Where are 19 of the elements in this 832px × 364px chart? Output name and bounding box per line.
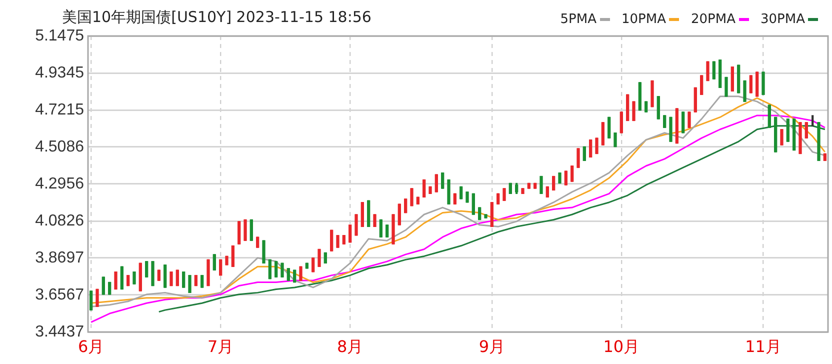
candlestick xyxy=(484,214,488,218)
legend-label: 5PMA xyxy=(560,12,596,27)
y-tick-label: 4.0826 xyxy=(35,212,84,230)
x-tick-label: 9月 xyxy=(478,336,506,356)
y-tick-label: 5.1475 xyxy=(35,27,84,44)
chart-title: 美国10年期国债[US10Y] 2023-11-15 18:56 xyxy=(62,8,372,27)
y-tick-label: 4.9345 xyxy=(35,64,84,82)
x-tick-label: 7月 xyxy=(207,336,234,356)
x-tick-label: 10月 xyxy=(603,336,640,356)
x-tick-label: 11月 xyxy=(745,336,782,356)
legend-label: 30PMA xyxy=(760,12,805,27)
y-tick-label: 4.5086 xyxy=(35,138,84,156)
x-tick-label: 8月 xyxy=(336,336,364,356)
y-tick-label: 4.7215 xyxy=(35,101,84,118)
y-tick-label: 3.6567 xyxy=(35,286,84,304)
y-tick-label: 3.8697 xyxy=(35,249,84,266)
y-tick-label: 4.2956 xyxy=(35,175,84,192)
legend-label: 10PMA xyxy=(622,12,666,27)
legend-label: 20PMA xyxy=(691,12,736,27)
